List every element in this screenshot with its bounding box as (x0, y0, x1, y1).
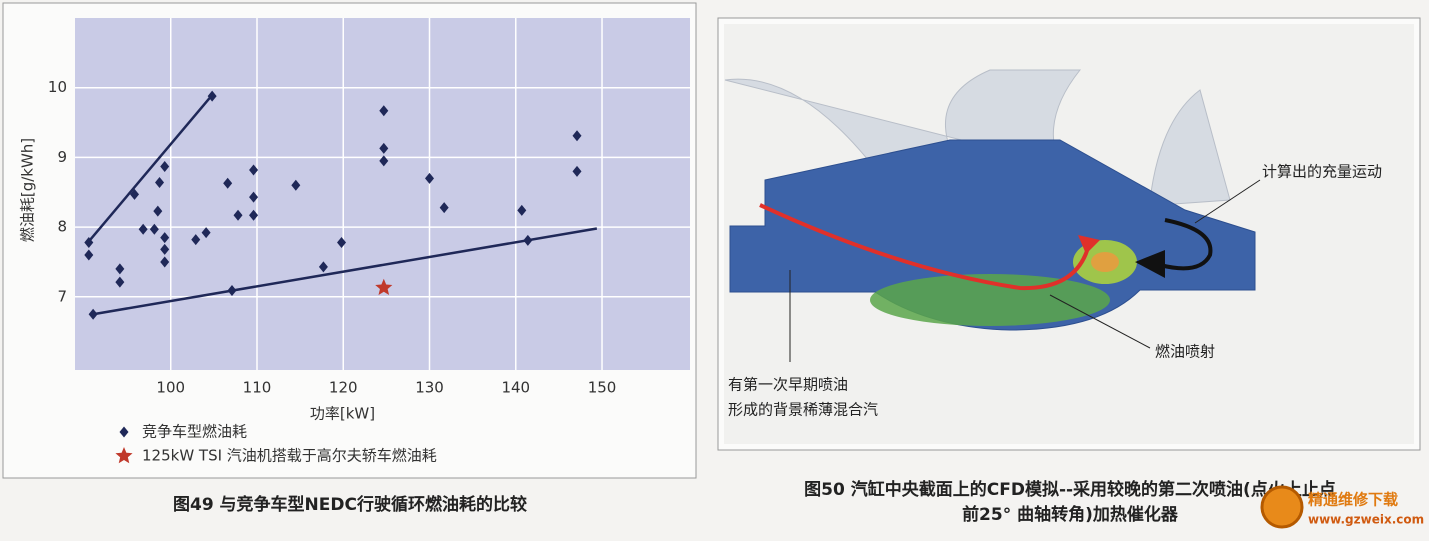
figure49-caption: 图49 与竞争车型NEDC行驶循环燃油耗的比较 (173, 494, 527, 515)
leader-line (1194, 179, 1261, 224)
y-tick-label: 9 (57, 148, 67, 166)
watermark-url: www.gzweix.com (1308, 513, 1424, 527)
charge-motion-arrow (1159, 218, 1213, 271)
rich-core (1091, 252, 1119, 272)
data-point (291, 179, 301, 191)
data-point (160, 160, 170, 172)
data-point (572, 130, 582, 142)
plot-area (75, 18, 690, 370)
data-point (201, 227, 211, 239)
x-tick-label: 140 (501, 379, 530, 397)
data-point (249, 191, 259, 203)
data-point (379, 105, 389, 117)
data-point (379, 142, 389, 154)
label: 计算出的充量运动 (1262, 163, 1382, 181)
charge-arrowhead (1135, 250, 1165, 278)
data-point (439, 202, 449, 214)
data-point (318, 261, 328, 273)
data-point (84, 236, 94, 248)
y-tick-label: 7 (57, 287, 67, 305)
data-point (517, 204, 527, 216)
data-point (153, 205, 163, 217)
x-tick-label: 120 (329, 379, 358, 397)
x-tick-label: 150 (588, 379, 617, 397)
label: 有第一次早期喷油 (728, 376, 848, 394)
data-point (227, 285, 237, 297)
data-point (379, 155, 389, 167)
data-point (223, 177, 233, 189)
trend-line (92, 227, 598, 316)
label: 形成的背景稀薄混合汽 (728, 401, 878, 419)
data-point (207, 90, 217, 102)
intake-ports (724, 69, 1231, 206)
data-point (130, 188, 140, 200)
y-tick-label: 10 (48, 78, 67, 96)
watermark-name: 精通维修下载 (1308, 491, 1398, 509)
chart: 100 110 120 130 140 150 7 8 9 10 功率[kW] 燃油耗[g/kWh] 竞… (19, 18, 690, 465)
data-point (572, 165, 582, 177)
data-point (191, 234, 201, 246)
x-tick-label: 110 (243, 379, 272, 397)
x-tick-label: 100 (156, 379, 185, 397)
data-point (375, 278, 393, 296)
leader-line (1049, 294, 1151, 349)
data-point (88, 308, 98, 320)
y-axis-label: 燃油耗[g/kWh] (19, 138, 37, 242)
data-point (425, 172, 435, 184)
x-axis-label: 功率[kW] (310, 405, 375, 423)
data-point (337, 236, 347, 248)
data-point (160, 232, 170, 244)
data-point (160, 256, 170, 268)
data-point (233, 209, 243, 221)
figure50-caption: 图50 汽缸中央截面上的CFD模拟--采用较晚的第二次喷油(点火上止点 (804, 479, 1336, 500)
figure50-caption: 前25° 曲轴转角)加热催化器 (962, 504, 1179, 525)
legend-label: 竞争车型燃油耗 (142, 423, 247, 441)
label: 燃油喷射 (1155, 343, 1215, 361)
watermark: 精通维修下载 www.gzweix.com (1260, 485, 1424, 529)
data-point (138, 223, 148, 235)
data-point (523, 234, 533, 246)
legend-marker (115, 447, 133, 464)
fuel-spray-path (759, 203, 1092, 291)
data-point (84, 249, 94, 261)
x-tick-label: 130 (415, 379, 444, 397)
spray-arrowhead (1078, 235, 1100, 254)
watermark-logo (1260, 485, 1304, 529)
data-point (249, 209, 259, 221)
trend-line (86, 95, 213, 244)
data-point (115, 263, 125, 275)
data-point (115, 276, 125, 288)
data-point (249, 164, 259, 176)
data-point (160, 243, 170, 255)
data-point (155, 176, 165, 188)
y-tick-label: 8 (57, 218, 67, 236)
legend-marker (119, 426, 129, 438)
data-point (149, 223, 159, 235)
figure50: 计算出的充量运动 燃油喷射 有第一次早期喷油 形成的背景稀薄混合汽 图50 汽缸… (717, 17, 1421, 525)
legend-label: 125kW TSI 汽油机搭载于高尔夫轿车燃油耗 (142, 447, 437, 465)
